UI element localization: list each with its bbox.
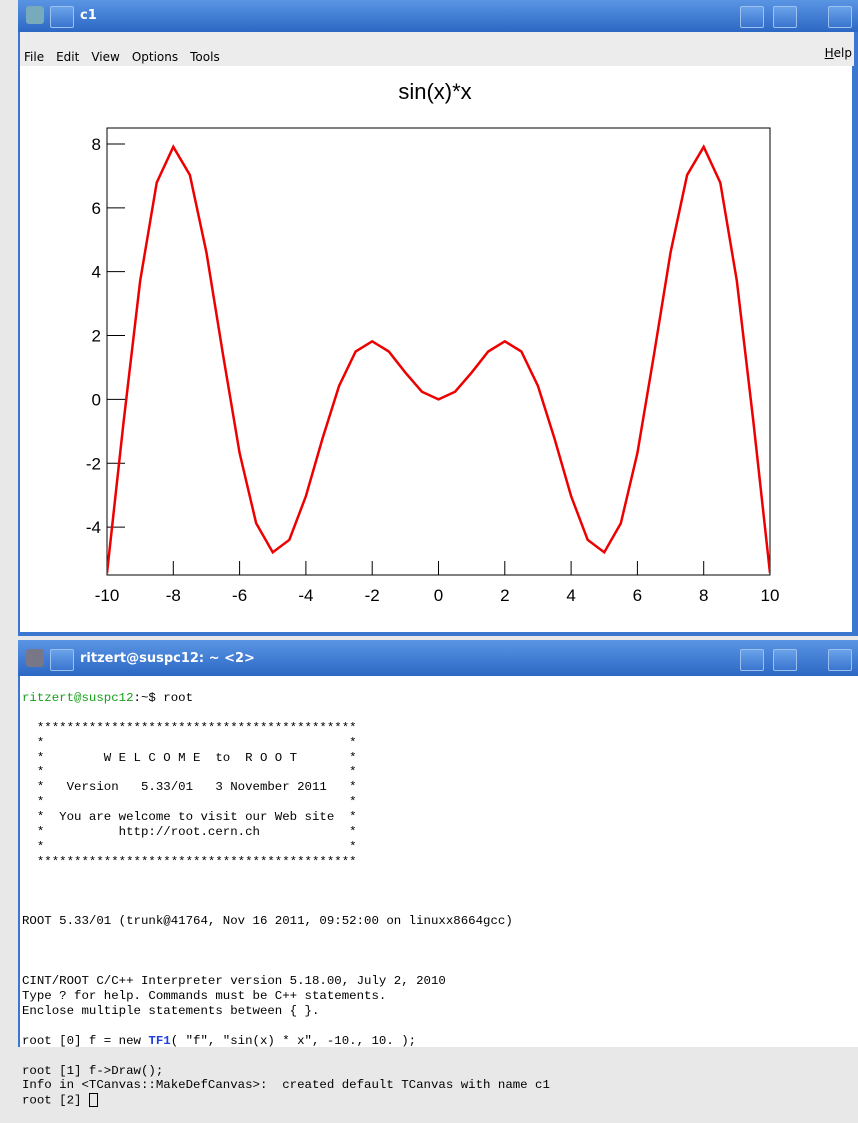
y-tick-label: 4 [92, 263, 101, 282]
terminal-line: Enclose multiple statements between { }. [22, 1004, 858, 1019]
command: root [0] f = new [22, 1034, 148, 1048]
y-tick-label: 0 [92, 390, 101, 409]
command: :~$ root [134, 691, 194, 705]
x-tick-label: 2 [500, 586, 509, 605]
close-button[interactable] [828, 649, 852, 671]
terminal-title-bar: ritzert@suspc12: ~ <2> [18, 640, 858, 676]
window-title: c1 [80, 8, 97, 23]
menu-item[interactable]: Help [825, 46, 852, 60]
x-tick-label: 4 [566, 586, 575, 605]
terminal-line: ritzert@suspc12:~$ root [22, 691, 858, 706]
blank-line [22, 885, 858, 900]
x-tick-label: -6 [232, 586, 247, 605]
window-title: ritzert@suspc12: ~ <2> [80, 651, 255, 666]
terminal-line: ****************************************… [22, 855, 858, 870]
close-button[interactable] [828, 6, 852, 28]
menu-button[interactable] [50, 6, 74, 28]
y-tick-label: -2 [86, 454, 101, 473]
y-tick-label: 8 [92, 135, 101, 154]
terminal-line: * Version 5.33/01 3 November 2011 * [22, 780, 858, 795]
x-tick-label: 8 [699, 586, 708, 605]
title-bar: c1 [18, 0, 858, 32]
terminal-line: * You are welcome to visit our Web site … [22, 810, 858, 825]
x-tick-label: -4 [298, 586, 313, 605]
keyword: TF1 [148, 1034, 170, 1048]
command: ( "f", "sin(x) * x", -10., 10. ); [171, 1034, 416, 1048]
y-tick-label: 6 [92, 199, 101, 218]
desktop: c1 File Edit View Options Tools Help sin(x)*… [0, 0, 858, 1047]
terminal-line: root [2] [22, 1093, 858, 1108]
terminal-line: Info in <TCanvas::MakeDefCanvas>: create… [22, 1078, 858, 1093]
rest: root [1] f->Draw();Info in <TCanvas::Mak… [22, 1064, 858, 1109]
plot-frame [107, 128, 770, 575]
y-tick-label: -4 [86, 518, 101, 537]
terminal-line: * W E L C O M E to R O O T * [22, 751, 858, 766]
maximize-button[interactable] [773, 6, 797, 28]
terminal-line: * * [22, 736, 858, 751]
minimize-button[interactable] [740, 6, 764, 28]
menu-bar: File Edit View Options Tools Help [20, 32, 854, 66]
menu-item[interactable]: File [24, 50, 44, 64]
blank-line [22, 944, 858, 959]
app-icon [26, 6, 44, 24]
x-tick-label: -8 [166, 586, 181, 605]
terminal-line: Type ? for help. Commands must be C++ st… [22, 989, 858, 1004]
minimize-button[interactable] [740, 649, 764, 671]
curve [107, 147, 770, 573]
x-tick-label: 6 [633, 586, 642, 605]
y-tick-label: 2 [92, 327, 101, 346]
menu-items: File Edit View Options Tools [24, 46, 232, 65]
x-tick-label: -2 [365, 586, 380, 605]
terminal-line: root [0] f = new TF1( "f", "sin(x) * x",… [22, 1034, 858, 1049]
terminal-line: * * [22, 795, 858, 810]
terminal-line: CINT/ROOT C/C++ Interpreter version 5.18… [22, 974, 858, 989]
terminal-line: root [1] f->Draw(); [22, 1064, 858, 1079]
menu-item[interactable]: Edit [56, 50, 79, 64]
app-icon [26, 649, 44, 667]
canvas: sin(x)*x -4 -2 0 2 4 6 8 -10 -8 -6 -4 -2 0 2 4 6 8 10 [20, 66, 852, 632]
menu-item[interactable]: Options [132, 50, 178, 64]
prompt: ritzert@suspc12 [22, 691, 134, 705]
banner: ****************************************… [22, 721, 858, 870]
terminal-line: * * [22, 840, 858, 855]
info: CINT/ROOT C/C++ Interpreter version 5.18… [22, 974, 858, 1019]
menu-button[interactable] [50, 649, 74, 671]
chart-title: sin(x)*x [398, 79, 471, 104]
x-tick-label: 0 [434, 586, 443, 605]
cursor [89, 1093, 98, 1107]
menu-item[interactable]: View [91, 50, 119, 64]
terminal-line: * * [22, 765, 858, 780]
maximize-button[interactable] [773, 649, 797, 671]
x-tick-label: -10 [95, 586, 120, 605]
terminal[interactable]: ritzert@suspc12:~$ root ****************… [18, 676, 858, 1047]
terminal-line: ROOT 5.33/01 (trunk@41764, Nov 16 2011, … [22, 914, 858, 929]
terminal-line: ****************************************… [22, 721, 858, 736]
menu-item[interactable]: Tools [190, 50, 220, 64]
terminal-line: * http://root.cern.ch * [22, 825, 858, 840]
x-tick-label: 10 [761, 586, 780, 605]
